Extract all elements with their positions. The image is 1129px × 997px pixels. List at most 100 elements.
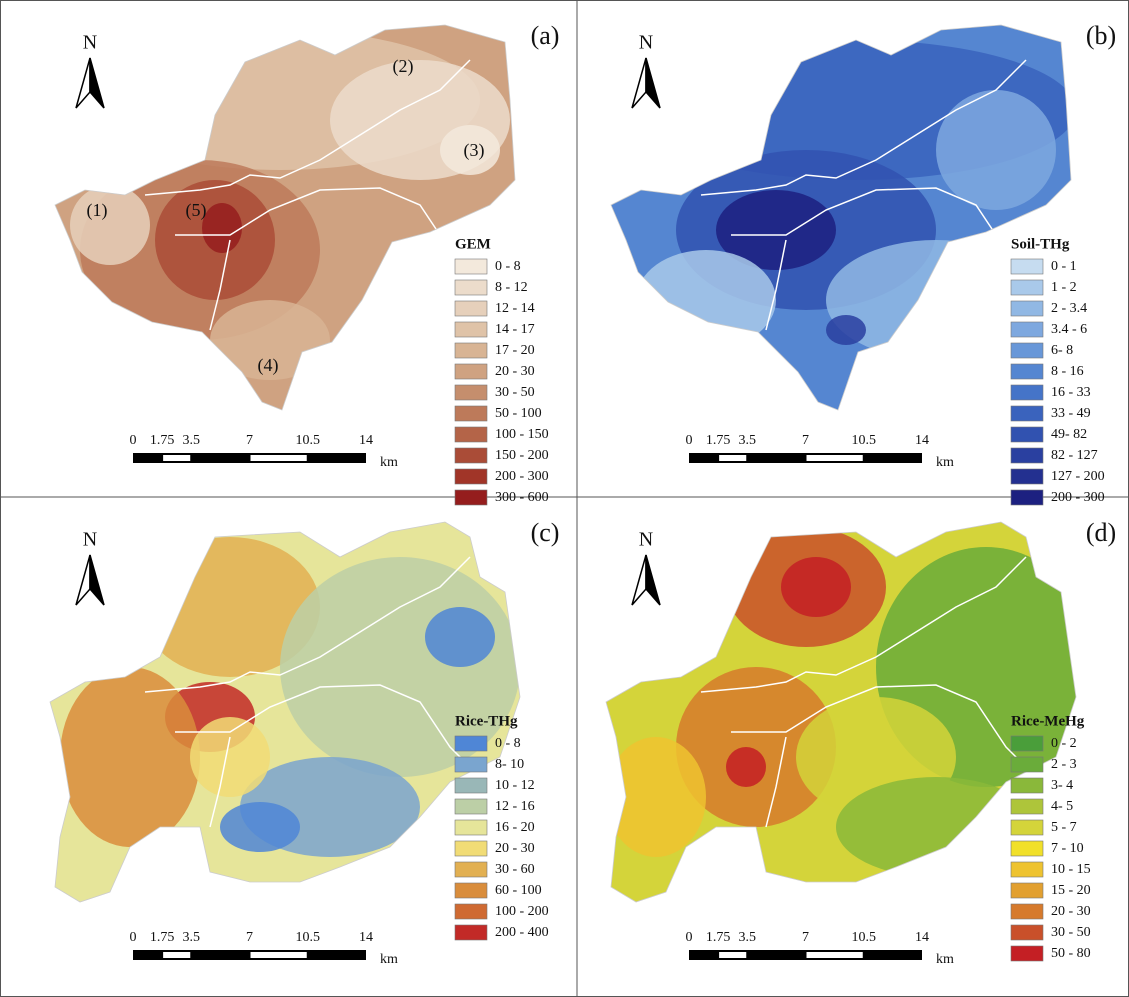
scale-tick-label: 14 (359, 433, 373, 448)
legend-swatch (455, 904, 487, 919)
legend-label: 3- 4 (1051, 778, 1073, 793)
scale-tick-label: 3.5 (183, 930, 201, 945)
legend-label: 100 - 200 (495, 904, 549, 919)
legend-swatch (455, 883, 487, 898)
scale-tick-label: 14 (915, 433, 929, 448)
map-zone (70, 185, 150, 265)
legend-label: 127 - 200 (1051, 469, 1105, 484)
scale-unit: km (380, 952, 398, 967)
panel-label: (a) (531, 21, 560, 50)
legend-label: 15 - 20 (1051, 883, 1091, 898)
legend-title: Rice-THg (455, 713, 518, 729)
region-label: (2) (393, 56, 414, 77)
legend-label: 6- 8 (1051, 343, 1073, 358)
legend-label: 8- 10 (495, 757, 524, 772)
legend-swatch (1011, 301, 1043, 316)
legend-label: 50 - 100 (495, 406, 542, 421)
legend-label: 200 - 400 (495, 925, 549, 940)
legend-swatch (455, 343, 487, 358)
legend-swatch (455, 427, 487, 442)
legend-swatch (1011, 904, 1043, 919)
legend-label: 8 - 16 (1051, 364, 1084, 379)
legend-label: 30 - 50 (1051, 925, 1091, 940)
legend-swatch (1011, 946, 1043, 961)
scale-tick-label: 3.5 (183, 433, 201, 448)
map-zone (826, 315, 866, 345)
legend-swatch (1011, 883, 1043, 898)
legend-swatch (455, 301, 487, 316)
legend-swatch (455, 778, 487, 793)
legend-swatch (455, 757, 487, 772)
legend-swatch (455, 469, 487, 484)
legend-swatch (1011, 385, 1043, 400)
legend-label: 82 - 127 (1051, 448, 1098, 463)
legend-swatch (1011, 925, 1043, 940)
panel-label: (c) (531, 518, 560, 547)
legend-label: 12 - 14 (495, 301, 535, 316)
legend-swatch (1011, 343, 1043, 358)
scale-tick-label: 0 (130, 930, 137, 945)
legend-label: 0 - 1 (1051, 259, 1077, 274)
scale-tick-label: 1.75 (150, 930, 175, 945)
scale-tick-label: 3.5 (739, 433, 757, 448)
region-label: (4) (258, 355, 279, 376)
legend-swatch (1011, 259, 1043, 274)
legend-swatch (1011, 841, 1043, 856)
legend-swatch (455, 322, 487, 337)
legend-label: 0 - 8 (495, 259, 521, 274)
legend-label: 150 - 200 (495, 448, 549, 463)
scale-tick-label: 7 (802, 433, 809, 448)
scale-tick-label: 10.5 (852, 930, 877, 945)
scale-segment (251, 455, 307, 461)
legend-title: Rice-MeHg (1011, 713, 1085, 729)
scale-segment (719, 952, 746, 958)
legend-swatch (455, 799, 487, 814)
legend-swatch (455, 280, 487, 295)
map-zone (726, 747, 766, 787)
legend-label: 10 - 12 (495, 778, 535, 793)
scale-tick-label: 14 (915, 930, 929, 945)
legend-swatch (1011, 406, 1043, 421)
legend-swatch (1011, 778, 1043, 793)
scale-tick-label: 7 (246, 433, 253, 448)
scale-tick-label: 1.75 (150, 433, 175, 448)
legend-swatch (1011, 490, 1043, 505)
legend-label: 49- 82 (1051, 427, 1087, 442)
legend-swatch (1011, 736, 1043, 751)
map-zone (190, 717, 270, 797)
legend-label: 8 - 12 (495, 280, 528, 295)
panel-label: (d) (1086, 518, 1116, 547)
scale-segment (163, 952, 190, 958)
legend-label: 100 - 150 (495, 427, 549, 442)
legend-label: 1 - 2 (1051, 280, 1077, 295)
scale-tick-label: 7 (246, 930, 253, 945)
legend-label: 20 - 30 (495, 364, 535, 379)
legend-swatch (1011, 364, 1043, 379)
legend-label: 12 - 16 (495, 799, 535, 814)
panel-label: (b) (1086, 21, 1116, 50)
legend-label: 4- 5 (1051, 799, 1073, 814)
legend-swatch (455, 841, 487, 856)
legend-swatch (1011, 427, 1043, 442)
map-zone (220, 802, 300, 852)
map-zone (425, 607, 495, 667)
scale-tick-label: 3.5 (739, 930, 757, 945)
scale-tick-label: 0 (686, 930, 693, 945)
scale-segment (807, 455, 863, 461)
scale-segment (251, 952, 307, 958)
scale-tick-label: 14 (359, 930, 373, 945)
legend-label: 30 - 60 (495, 862, 535, 877)
legend-label: 14 - 17 (495, 322, 535, 337)
legend-label: 17 - 20 (495, 343, 535, 358)
scale-segment (719, 455, 746, 461)
legend-label: 7 - 10 (1051, 841, 1084, 856)
legend-swatch (1011, 322, 1043, 337)
north-label: N (83, 529, 97, 551)
scale-unit: km (936, 952, 954, 967)
legend-swatch (455, 490, 487, 505)
scale-tick-label: 10.5 (296, 930, 321, 945)
map-zone (60, 667, 200, 847)
legend-label: 20 - 30 (495, 841, 535, 856)
region-label: (1) (87, 200, 108, 221)
legend-label: 10 - 15 (1051, 862, 1091, 877)
